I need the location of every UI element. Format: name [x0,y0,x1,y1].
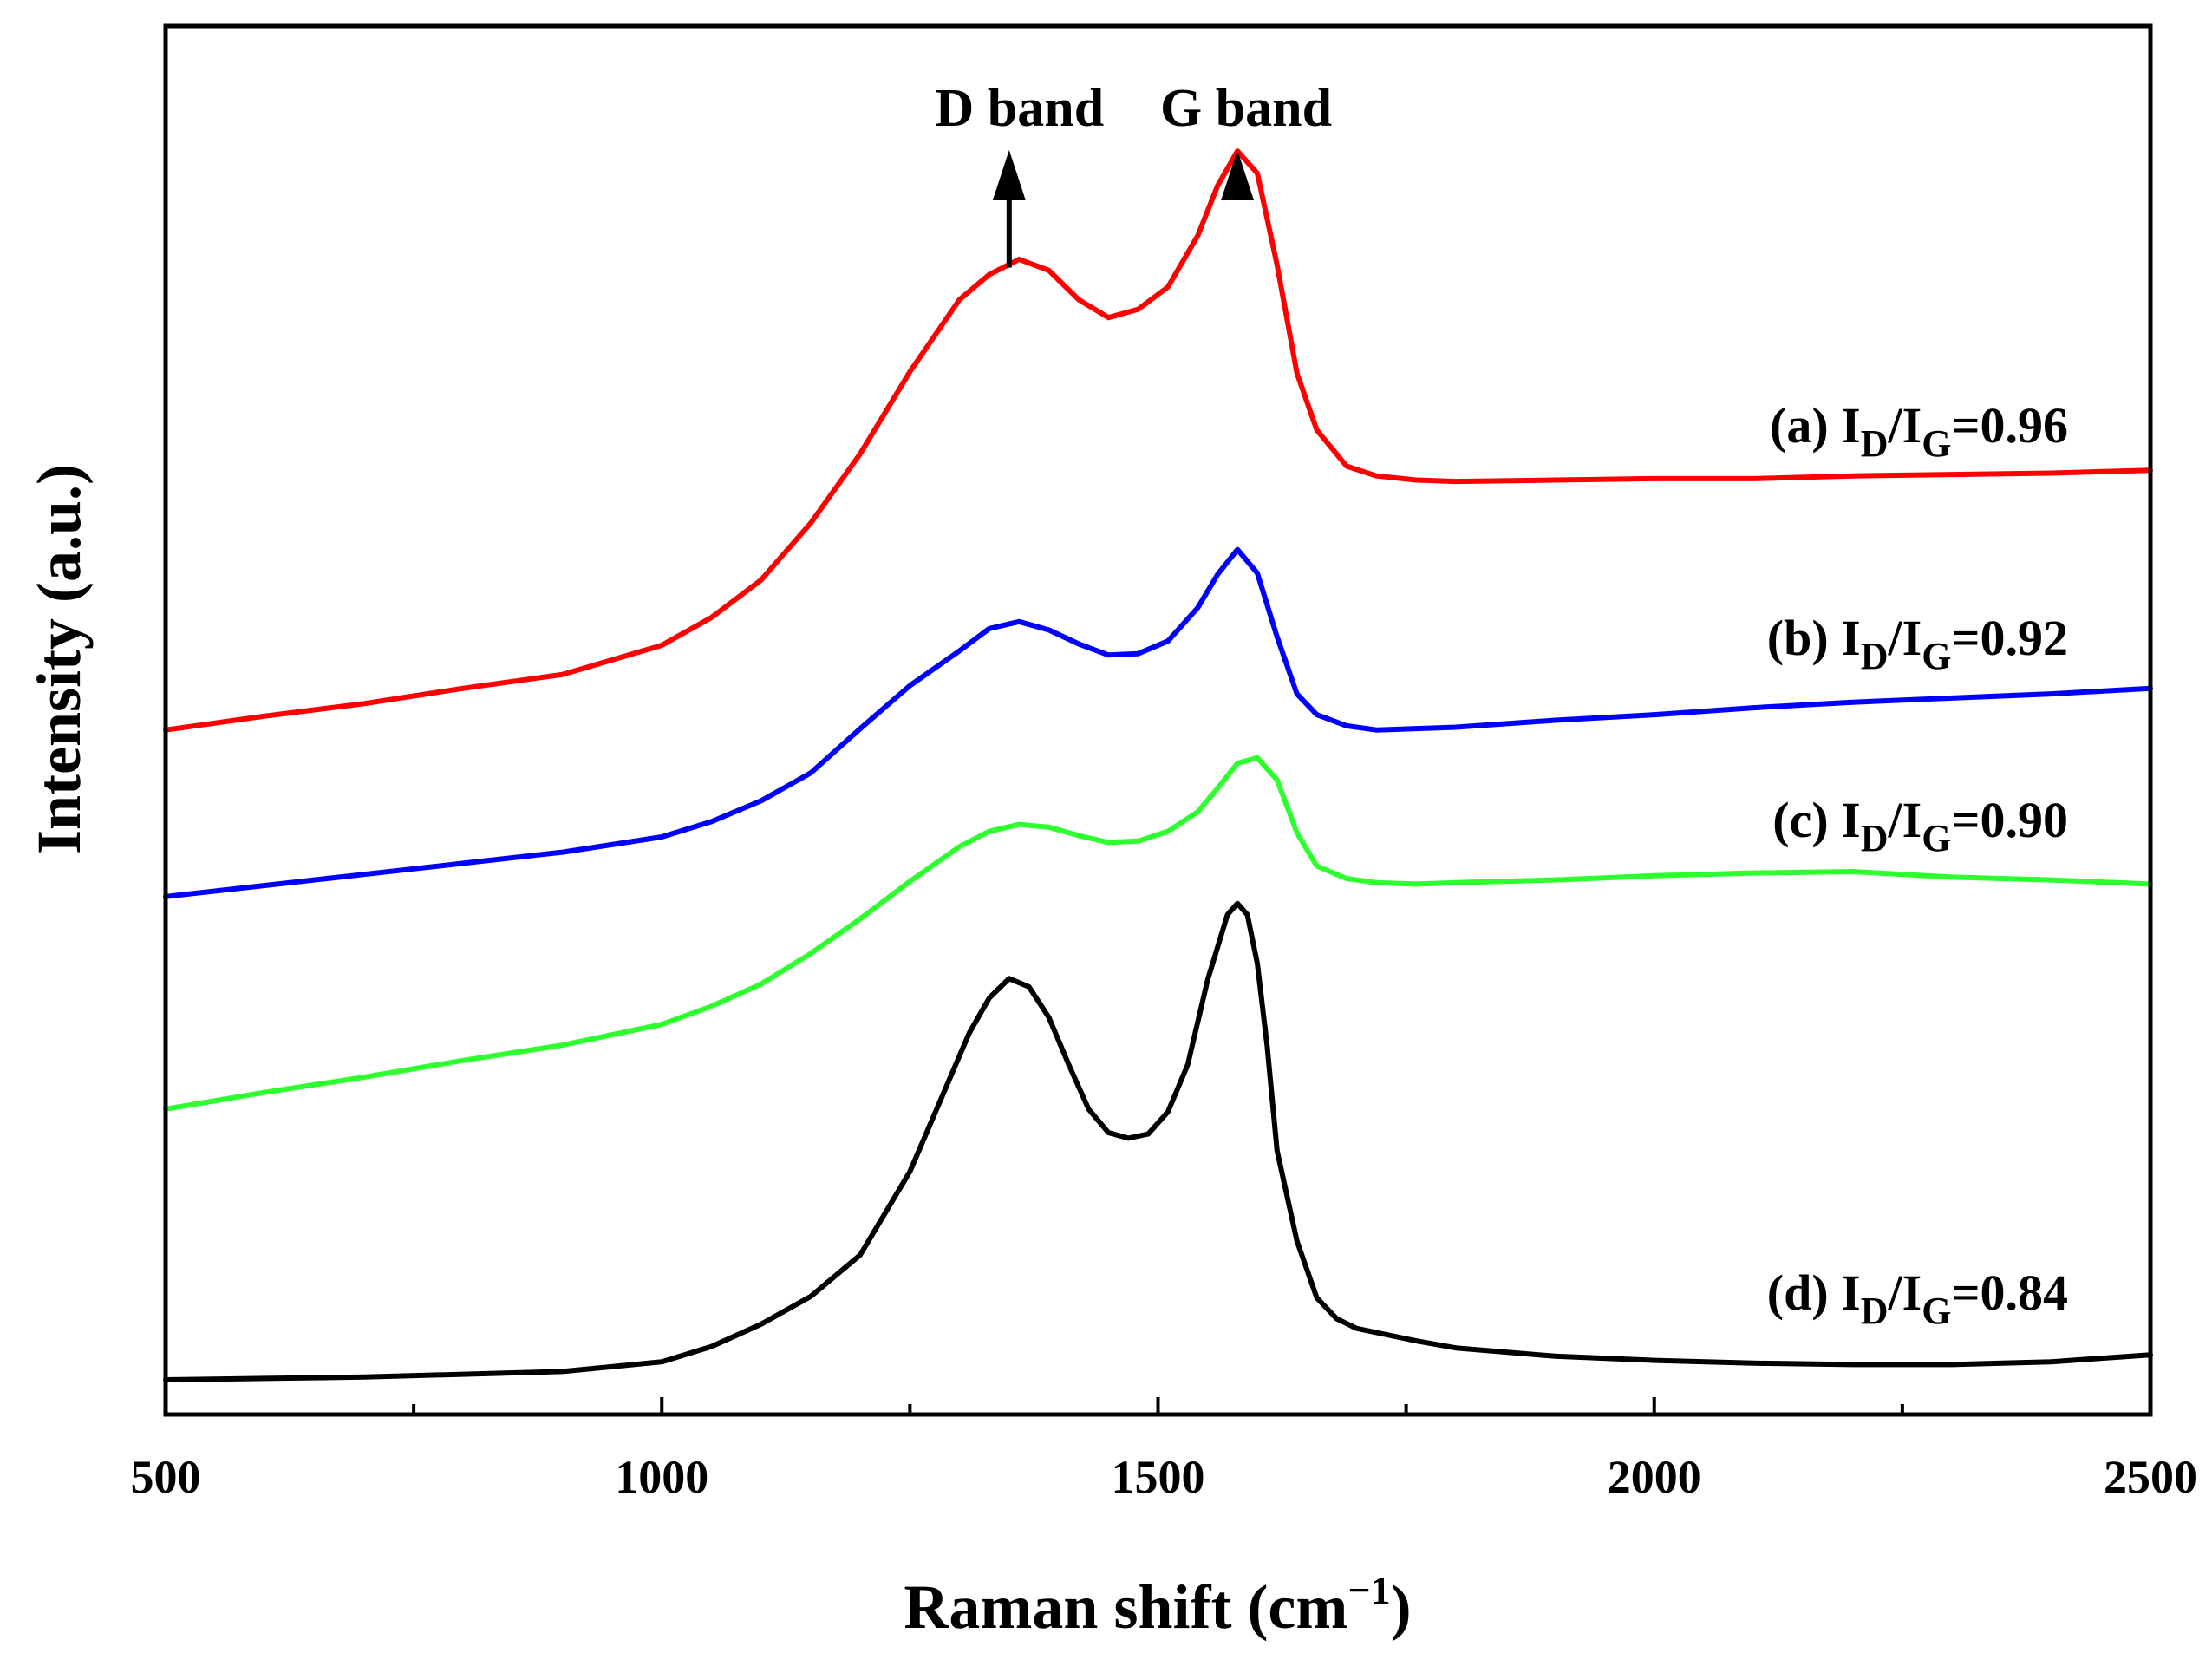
labels-layer: D band G band (a) ID/IG=0.96 (b) ID/IG=0.92… [935,79,2068,1332]
x-tick-label: 1500 [1112,1451,1205,1503]
x-tick-label: 500 [131,1451,201,1503]
series-line-a [163,148,2153,733]
x-axis-title-sup: −1 [1347,1568,1390,1612]
x-tick-label: 2500 [2104,1451,2197,1503]
series-label-c: (c) ID/IG=0.90 [1772,792,2068,859]
x-axis-title-main: Raman shift (cm [904,1572,1347,1642]
plot-frame [163,23,2153,1417]
series-label-a: (a) ID/IG=0.96 [1770,397,2068,465]
x-axis-title: Raman shift (cm−1) [904,1568,1411,1642]
series-label-b: (b) ID/IG=0.92 [1767,610,2068,677]
ticks-layer: 500 1000 1500 2000 2500 [131,1397,2197,1503]
band-label-d: D band [935,79,1104,138]
series-line-b [163,546,2153,899]
x-tick-label: 2000 [1608,1451,1701,1503]
band-label-g: G band [1160,79,1332,138]
x-axis-title-close: ) [1391,1572,1412,1642]
x-tick-label: 1000 [615,1451,708,1503]
series-line-d [163,900,2153,1382]
band-arrowhead [992,150,1026,200]
series-label-d: (d) ID/IG=0.84 [1767,1264,2068,1332]
series-line-c [163,755,2153,1112]
band-arrowhead [1221,150,1255,200]
series-layer [163,148,2153,1382]
y-axis-title: Intensity (a.u.) [24,464,94,854]
